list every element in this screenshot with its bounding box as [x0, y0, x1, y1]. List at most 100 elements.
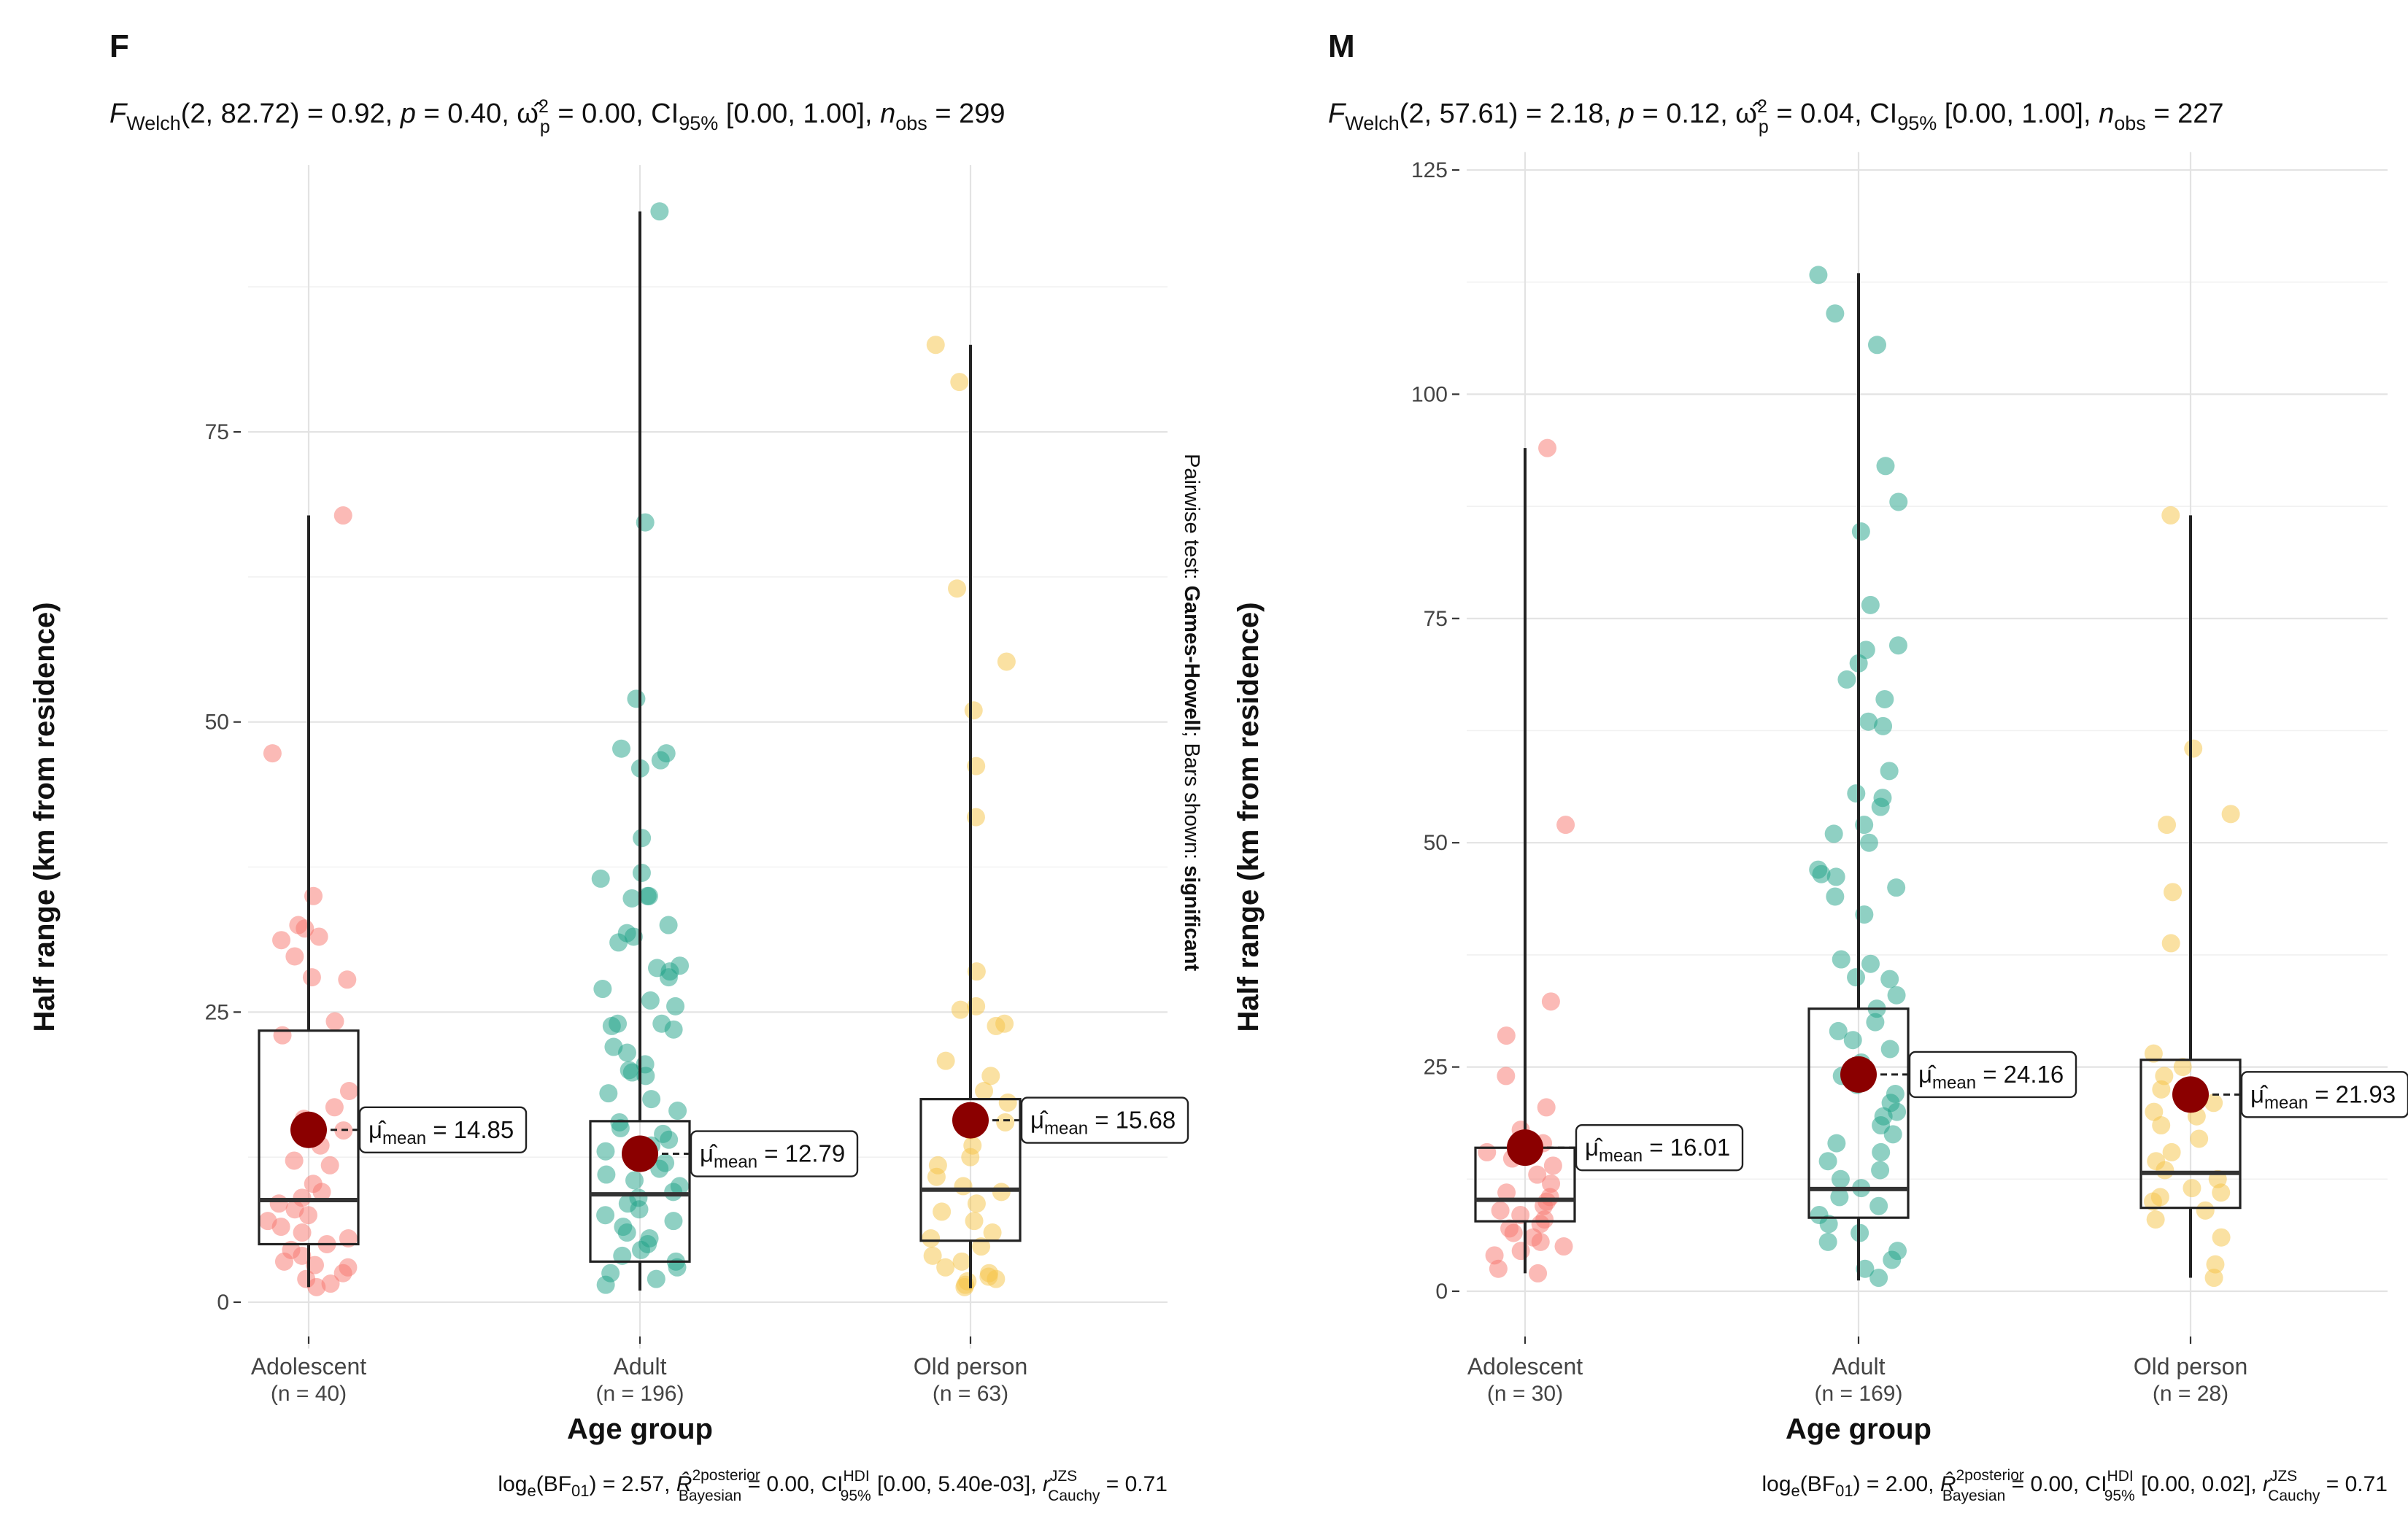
data-point: [613, 1246, 632, 1265]
data-point: [1497, 1067, 1516, 1086]
mean-point: [622, 1135, 658, 1172]
data-point: [950, 373, 969, 392]
data-point: [293, 1246, 312, 1265]
data-point: [1832, 950, 1851, 969]
data-point: [664, 1212, 683, 1231]
data-point: [2164, 883, 2183, 902]
data-point: [1826, 867, 1845, 886]
data-point: [304, 886, 323, 905]
data-point: [961, 1148, 980, 1167]
data-point: [1529, 1264, 1548, 1283]
data-point: [1489, 1259, 1508, 1278]
data-point: [263, 744, 282, 763]
data-point: [596, 1206, 615, 1225]
data-point: [609, 933, 628, 952]
data-point: [1538, 438, 1557, 457]
boxplots: [258, 211, 1022, 1291]
y-axis: 0 25 50 75 100 125: [1411, 158, 1459, 1304]
data-point: [967, 1194, 986, 1213]
data-point: [981, 1067, 1000, 1086]
jitter-points: [258, 202, 1017, 1296]
data-point: [975, 1081, 994, 1100]
data-point: [597, 1165, 616, 1184]
data-point: [1856, 641, 1875, 659]
data-point: [1880, 970, 1899, 989]
subtitle-f-stat: (2, 82.72) = 0.92,: [181, 98, 393, 129]
bayes-caption: loge(BF01) = 2.57, R̂2posterior Bayesian …: [498, 1467, 1168, 1504]
data-point: [309, 927, 328, 946]
data-point: [668, 1102, 687, 1121]
data-point: [339, 1081, 358, 1100]
data-point: [1554, 1237, 1573, 1256]
subtitle-nobs: = 227: [2153, 98, 2223, 129]
data-point: [1543, 1156, 1562, 1175]
box-iqr: [919, 1098, 1022, 1242]
data-point: [666, 997, 685, 1015]
data-point: [2161, 934, 2180, 953]
data-point: [320, 1156, 339, 1175]
data-point: [593, 980, 612, 999]
subtitle-omega: = 0.00,: [557, 98, 643, 129]
data-point: [2204, 1269, 2223, 1288]
data-point: [625, 1171, 644, 1190]
data-point: [1542, 1174, 1561, 1193]
data-point: [298, 1206, 317, 1225]
data-point: [632, 1240, 651, 1259]
data-point: [591, 869, 610, 888]
subtitle-omega: = 0.04,: [1776, 98, 1861, 129]
data-point: [2152, 1080, 2171, 1099]
data-point: [2204, 1094, 2223, 1113]
data-point: [1859, 712, 1878, 731]
bf-cauchy: = 0.71: [1106, 1472, 1168, 1496]
data-point: [2144, 1044, 2163, 1063]
boxplots: [1474, 273, 2242, 1281]
bf-r2: = 0.00,: [748, 1472, 816, 1496]
panel-f: F FWelch(2, 82.72) = 0.92, p = 0.40, ω̂2…: [28, 28, 1203, 1504]
data-point: [1830, 1188, 1849, 1207]
mean-point: [2172, 1076, 2209, 1113]
data-point: [630, 1200, 649, 1219]
subtitle-p: = 0.12,: [1642, 98, 1727, 129]
data-point: [1818, 1232, 1837, 1251]
x-n-label: (n = 169): [1815, 1382, 1903, 1406]
data-point: [659, 968, 678, 987]
data-point: [954, 1177, 973, 1196]
subtitle-ci: [0.00, 1.00],: [1945, 98, 2091, 129]
panel-m: M FWelch(2, 57.61) = 2.18, p = 0.12, ω̂2…: [1232, 28, 2408, 1504]
mean-label-box: [358, 1106, 528, 1153]
data-point: [997, 652, 1016, 671]
x-axis-title: Age group: [567, 1413, 713, 1445]
x-tick-label: Adolescent: [251, 1353, 366, 1380]
x-axis-title: Age group: [1786, 1413, 1932, 1445]
data-point: [1511, 1242, 1530, 1261]
data-point: [2173, 1058, 2192, 1077]
data-point: [639, 886, 658, 905]
mean-markers: μ̂mean = 16.01 μ̂mean = 24.16 μ̂mean = 21.…: [1507, 1051, 2408, 1172]
box-iqr: [1807, 1007, 1910, 1219]
subtitle-ci: [0.00, 1.00],: [726, 98, 873, 129]
data-point: [1812, 864, 1831, 883]
data-point: [333, 506, 352, 525]
data-point: [936, 1258, 955, 1277]
data-point: [1837, 670, 1856, 689]
data-point: [1888, 636, 1907, 655]
mean-label-box: [1575, 1123, 1744, 1172]
data-point: [923, 1246, 942, 1265]
data-point: [611, 1118, 630, 1137]
data-point: [1851, 522, 1870, 541]
data-point: [1504, 1223, 1523, 1242]
data-point: [936, 1051, 955, 1070]
bayes-caption: loge(BF01) = 2.00, R̂2posterior Bayesian …: [1761, 1467, 2388, 1504]
bf-cauchy: = 0.71: [2326, 1472, 2388, 1496]
x-n-label: (n = 30): [1487, 1382, 1563, 1406]
mean-label: μ̂mean = 12.79: [700, 1140, 845, 1172]
data-point: [1883, 1125, 1902, 1144]
data-point: [933, 1202, 952, 1221]
data-point: [2212, 1183, 2231, 1202]
data-point: [1818, 1152, 1837, 1171]
data-point: [333, 1264, 352, 1283]
data-point: [624, 927, 643, 946]
data-point: [1478, 1142, 1497, 1161]
data-point: [965, 1212, 984, 1231]
